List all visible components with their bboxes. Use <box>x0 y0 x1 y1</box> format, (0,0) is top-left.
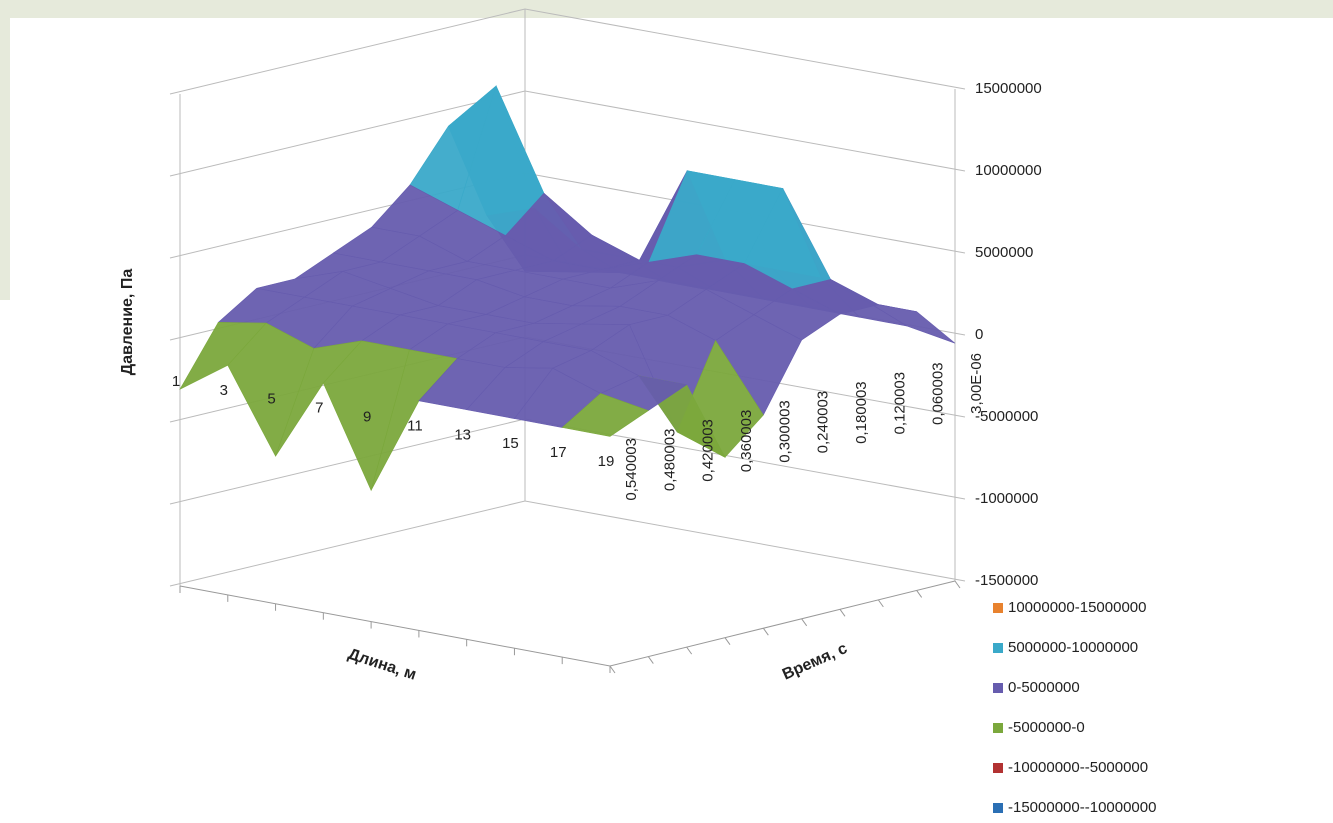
y-tick-label: 0,240003 <box>815 391 832 454</box>
z-tick-label: 15000000 <box>975 80 1042 97</box>
y-axis-title: Время, с <box>780 640 850 684</box>
x-tick-label: 5 <box>267 391 275 408</box>
floor-tick <box>954 580 961 589</box>
floor-tick <box>839 609 846 617</box>
floor-tick <box>916 590 923 598</box>
x-axis-title: Длина, м <box>346 646 418 684</box>
y-tick-label: 0,360003 <box>738 410 755 473</box>
legend-label: -15000000--10000000 <box>1008 799 1156 816</box>
surface-patch <box>868 302 956 344</box>
x-tick-label: 17 <box>550 444 567 461</box>
x-tick-label: 3 <box>220 382 228 399</box>
floor-tick <box>647 656 654 664</box>
legend-label: -10000000--5000000 <box>1008 759 1148 776</box>
y-tick-label: 0,420003 <box>700 419 717 482</box>
x-tick-label: 11 <box>407 417 423 434</box>
legend-label: 10000000-15000000 <box>1008 599 1146 616</box>
y-tick-label: 0,480003 <box>661 429 678 492</box>
z-tick-label: 5000000 <box>975 244 1033 261</box>
y-tick-label: 0,300003 <box>776 400 793 463</box>
floor-tick <box>877 599 884 608</box>
z-tick-label: -1500000 <box>975 572 1038 589</box>
surface-patch <box>561 393 649 437</box>
z-tick-label: -1000000 <box>975 490 1038 507</box>
y-tick-label: 3,00E-06 <box>968 353 985 414</box>
z-tick-label: 0 <box>975 326 983 343</box>
x-tick-label: 19 <box>598 453 615 470</box>
floor-tick <box>609 665 616 674</box>
legend-label: 5000000-10000000 <box>1008 639 1138 656</box>
z-tick-label: -5000000 <box>975 408 1038 425</box>
z-tick-label: 10000000 <box>975 162 1042 179</box>
floor-tick <box>762 627 769 636</box>
legend-swatch <box>993 643 1003 653</box>
legend-label: -5000000-0 <box>1008 719 1085 736</box>
y-tick-label: 0,540003 <box>623 438 640 501</box>
x-tick-label: 9 <box>363 409 371 426</box>
x-tick-label: 1 <box>172 373 180 390</box>
x-tick-label: 7 <box>315 400 323 417</box>
x-tick-label: 13 <box>454 426 471 443</box>
y-tick-label: 0,060003 <box>930 362 947 425</box>
y-tick-label: 0,180003 <box>853 381 870 444</box>
z-axis-title: Давление, Па <box>119 269 136 376</box>
legend-swatch <box>993 683 1003 693</box>
legend-label: 0-5000000 <box>1008 679 1080 696</box>
legend-swatch <box>993 723 1003 733</box>
y-tick-label: 0,120003 <box>891 372 908 435</box>
grid-line <box>169 8 966 95</box>
x-tick-label: 15 <box>502 435 519 452</box>
legend-swatch <box>993 803 1003 813</box>
floor-tick <box>686 646 693 655</box>
panel-edge <box>0 300 10 823</box>
grid-line <box>169 90 966 177</box>
grid-line <box>169 500 966 587</box>
legend-swatch <box>993 763 1003 773</box>
floor-tick <box>801 618 808 627</box>
legend-swatch <box>993 603 1003 613</box>
floor-tick <box>724 637 731 645</box>
